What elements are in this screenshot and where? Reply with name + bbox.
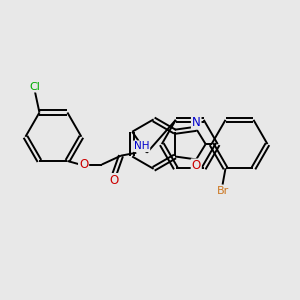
Text: Cl: Cl	[30, 82, 40, 92]
Text: O: O	[79, 158, 88, 171]
Text: Br: Br	[217, 186, 229, 196]
Text: N: N	[192, 116, 201, 129]
Text: NH: NH	[134, 141, 149, 151]
Text: O: O	[109, 174, 119, 187]
Text: O: O	[192, 159, 201, 172]
